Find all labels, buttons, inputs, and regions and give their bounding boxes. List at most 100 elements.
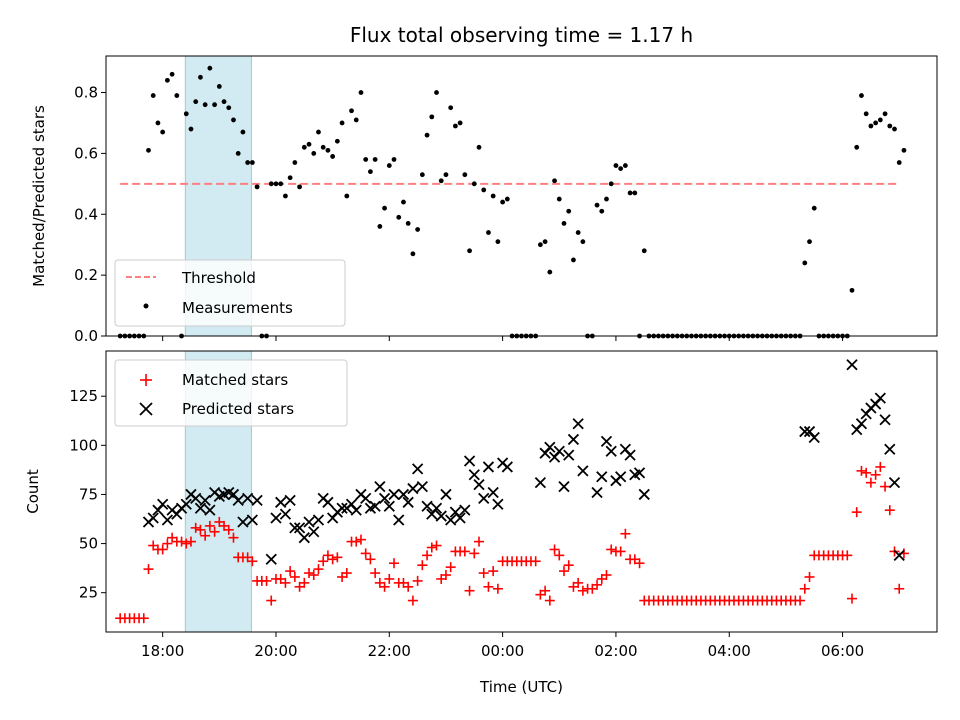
predicted-star-point <box>591 486 603 499</box>
x-tick-label: 00:00 <box>481 642 524 660</box>
measurement-point <box>174 93 180 98</box>
matched-star-point <box>332 552 343 563</box>
measurement-point <box>249 160 255 165</box>
predicted-star-point <box>478 492 490 505</box>
x-tick-label: 20:00 <box>254 642 297 660</box>
measurement-point <box>353 117 359 123</box>
legend-measurements-label: Measurements <box>182 299 293 317</box>
measurement-point <box>344 193 350 199</box>
matched-star-point <box>181 538 192 549</box>
matched-star-point <box>200 530 211 541</box>
measurement-point <box>207 65 213 71</box>
measurement-point <box>863 111 869 117</box>
predicted-star-point <box>577 465 589 477</box>
matched-star-point <box>318 556 329 567</box>
count-y-tick-label: 25 <box>79 584 98 602</box>
measurement-point <box>490 193 496 199</box>
legend-matched-swatch <box>140 374 152 386</box>
matched-star-point <box>407 595 418 606</box>
matched-star-point <box>370 568 381 579</box>
ratio-y-tick-label: 0.8 <box>74 84 98 102</box>
matched-star-point <box>365 554 376 565</box>
matched-star-point <box>870 469 881 480</box>
measurement-point <box>859 93 864 98</box>
predicted-star-point <box>336 502 348 514</box>
matched-star-point <box>865 477 876 488</box>
count-y-axis-label: Count <box>24 469 42 514</box>
x-tick-label: 22:00 <box>368 642 411 660</box>
measurement-point <box>306 141 312 147</box>
measurement-point <box>547 269 553 275</box>
measurement-point <box>868 123 874 129</box>
matched-star-point <box>426 542 437 553</box>
measurement-point <box>292 160 298 165</box>
predicted-star-point <box>293 522 306 534</box>
matched-star-point <box>162 538 173 549</box>
measurement-point <box>452 123 458 129</box>
ratio-legend-box <box>114 259 346 327</box>
measurement-point <box>443 172 449 178</box>
predicted-star-point <box>279 508 292 520</box>
measurement-point <box>245 160 251 165</box>
measurement-point <box>301 144 307 150</box>
measurement-point <box>325 147 331 153</box>
matched-star-point <box>403 581 414 592</box>
predicted-star-point <box>383 500 395 512</box>
legend-predicted-swatch <box>139 402 153 416</box>
predicted-star-point <box>884 443 896 455</box>
predicted-star-point <box>440 488 452 501</box>
matched-star-point <box>417 560 428 571</box>
predicted-star-point <box>374 480 386 493</box>
measurement-point <box>155 120 161 126</box>
ratio-y-tick-label: 0.6 <box>74 144 98 162</box>
predicted-star-point <box>190 492 202 505</box>
matched-star-point <box>884 505 895 516</box>
measurement-point <box>415 227 421 232</box>
measurement-point <box>268 181 274 187</box>
matched-star-point <box>138 613 149 624</box>
predicted-star-point <box>312 514 325 526</box>
predicted-star-point <box>237 516 249 528</box>
predicted-star-point <box>322 496 334 508</box>
measurement-point <box>476 144 482 150</box>
measurement-point <box>405 220 411 226</box>
predicted-star-point <box>407 482 419 495</box>
measurement-point <box>235 150 241 156</box>
predicted-star-point <box>596 471 608 483</box>
measurement-point <box>500 199 506 205</box>
matched-star-point <box>478 568 489 579</box>
measurement-point <box>627 190 633 196</box>
matched-star-point <box>842 550 853 561</box>
legend-predicted-label: Predicted stars <box>182 400 294 418</box>
matched-star-point <box>313 564 324 575</box>
predicted-star-point <box>284 494 296 506</box>
predicted-star-point <box>204 504 216 516</box>
measurement-point <box>613 163 619 168</box>
measurement-point <box>287 175 293 181</box>
measurement-point <box>164 77 170 83</box>
matched-star-point <box>530 556 541 567</box>
ratio-y-tick-label: 0.4 <box>74 205 98 223</box>
matched-star-point <box>577 585 588 596</box>
x-axis-label: Time (UTC) <box>479 678 563 696</box>
predicted-star-point <box>194 502 207 514</box>
matched-star-point <box>540 585 551 596</box>
count-panel: 25 50 75 100 125 18:00 20:00 22:00 00:00 02:00 04… <box>24 350 938 696</box>
measurement-point <box>377 224 383 229</box>
matched-star-point <box>615 546 626 557</box>
measurement-point <box>486 230 491 235</box>
matched-star-point <box>601 570 612 581</box>
count-y-tick-label: 100 <box>69 436 98 454</box>
ratio-panel: 0.0 0.2 0.4 0.6 0.8 Flux total observing tim… <box>30 23 938 345</box>
measurement-point <box>311 150 317 156</box>
matched-star-point <box>195 524 206 535</box>
predicted-star-point <box>242 492 254 505</box>
matched-star-point <box>861 467 872 478</box>
matched-star-point <box>606 544 617 555</box>
matched-star-point <box>412 575 423 586</box>
matched-star-point <box>289 571 300 582</box>
measurement-point <box>580 239 586 245</box>
predicted-star-point <box>421 500 433 512</box>
predicted-star-point <box>855 418 868 430</box>
